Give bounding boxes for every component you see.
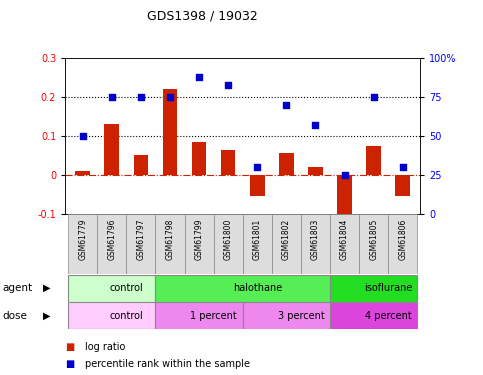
Bar: [75, 171, 90, 175]
Text: GSM61799: GSM61799: [195, 219, 203, 260]
Point: [195, 74, 203, 80]
Point: [399, 164, 407, 170]
Text: percentile rank within the sample: percentile rank within the sample: [85, 359, 250, 369]
Point: [312, 122, 319, 128]
Text: halothane: halothane: [233, 283, 282, 293]
Text: agent: agent: [2, 283, 32, 293]
Point: [79, 133, 86, 139]
Bar: [127, 214, 156, 274]
Text: GDS1398 / 19032: GDS1398 / 19032: [147, 9, 258, 22]
Point: [108, 94, 115, 100]
Bar: [68, 302, 156, 329]
Bar: [243, 302, 330, 329]
Bar: [104, 124, 119, 175]
Bar: [213, 214, 243, 274]
Text: GSM61805: GSM61805: [369, 219, 378, 260]
Text: ▶: ▶: [43, 310, 50, 321]
Bar: [134, 155, 148, 175]
Text: 1 percent: 1 percent: [190, 310, 237, 321]
Bar: [337, 175, 352, 225]
Bar: [156, 274, 330, 302]
Bar: [243, 214, 272, 274]
Text: control: control: [110, 283, 143, 293]
Bar: [330, 302, 417, 329]
Bar: [156, 302, 243, 329]
Text: GSM61797: GSM61797: [136, 219, 145, 260]
Bar: [97, 214, 127, 274]
Text: GSM61798: GSM61798: [166, 219, 174, 260]
Bar: [279, 153, 294, 175]
Bar: [396, 175, 410, 196]
Bar: [68, 214, 97, 274]
Bar: [367, 146, 381, 175]
Point: [283, 102, 290, 108]
Text: GSM61804: GSM61804: [340, 219, 349, 260]
Point: [224, 82, 232, 88]
Text: GSM61806: GSM61806: [398, 219, 407, 260]
Text: ■: ■: [65, 342, 74, 352]
Text: GSM61800: GSM61800: [224, 219, 233, 260]
Bar: [308, 167, 323, 175]
Bar: [330, 274, 417, 302]
Point: [254, 164, 261, 170]
Bar: [388, 214, 417, 274]
Text: dose: dose: [2, 310, 28, 321]
Text: ■: ■: [65, 359, 74, 369]
Bar: [330, 214, 359, 274]
Bar: [250, 175, 265, 196]
Bar: [192, 142, 206, 175]
Point: [341, 172, 348, 178]
Bar: [68, 274, 156, 302]
Text: 4 percent: 4 percent: [365, 310, 412, 321]
Point: [166, 94, 174, 100]
Text: GSM61779: GSM61779: [78, 219, 87, 260]
Text: 3 percent: 3 percent: [278, 310, 324, 321]
Text: GSM61796: GSM61796: [107, 219, 116, 260]
Text: log ratio: log ratio: [85, 342, 125, 352]
Bar: [163, 89, 177, 175]
Text: isoflurane: isoflurane: [364, 283, 412, 293]
Bar: [221, 150, 235, 175]
Text: GSM61802: GSM61802: [282, 219, 291, 260]
Point: [370, 94, 378, 100]
Point: [137, 94, 145, 100]
Bar: [359, 214, 388, 274]
Bar: [272, 214, 301, 274]
Bar: [301, 214, 330, 274]
Text: GSM61801: GSM61801: [253, 219, 262, 260]
Text: control: control: [110, 310, 143, 321]
Bar: [156, 214, 185, 274]
Text: ▶: ▶: [43, 283, 50, 293]
Text: GSM61803: GSM61803: [311, 219, 320, 260]
Bar: [185, 214, 213, 274]
